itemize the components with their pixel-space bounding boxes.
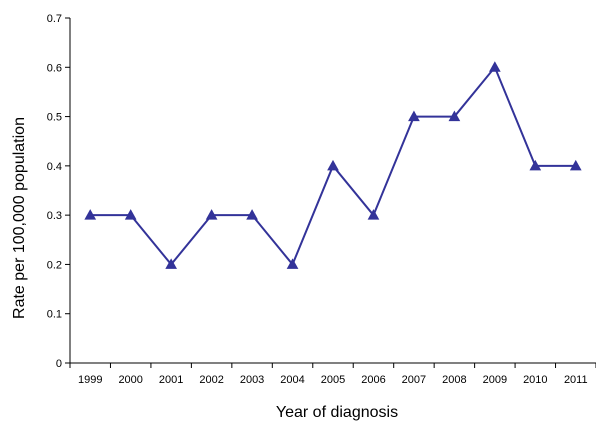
y-axis-title: Rate per 100,000 population [11, 117, 28, 319]
data-point-marker [205, 209, 218, 220]
data-point-marker [408, 110, 420, 122]
y-tick-label: 0.6 [47, 62, 62, 74]
x-tick-label: 2010 [523, 374, 547, 386]
x-tick-label: 2005 [321, 374, 345, 386]
y-tick-label: 0.4 [47, 161, 62, 173]
x-tick-label: 2007 [402, 374, 426, 386]
y-axis: 0 0.1 0.2 0.3 0.4 0.5 0.6 0.7 [47, 13, 71, 370]
y-tick-label: 0.7 [47, 13, 62, 25]
x-axis: 1999 2000 2001 2002 2003 2004 2005 2006 2007 2008… [69, 362, 596, 386]
x-tick-label: 2006 [361, 374, 385, 386]
y-tick-label: 0.2 [47, 259, 62, 271]
data-point-marker [124, 209, 137, 220]
data-point-marker [84, 209, 97, 220]
data-point-marker [448, 110, 461, 122]
data-point-marker [488, 61, 501, 72]
data-point-marker [246, 209, 258, 220]
data-point-marker [367, 209, 380, 220]
x-tick-label: 2004 [280, 374, 304, 386]
data-point-marker [286, 258, 299, 269]
data-point-marker [529, 159, 542, 171]
x-tick-label: 2008 [442, 374, 466, 386]
y-tick-label: 0 [56, 358, 62, 370]
x-tick-label: 2009 [483, 374, 507, 386]
data-point-marker [327, 159, 339, 171]
y-tick-label: 0.5 [47, 112, 62, 124]
y-tick-label: 0.1 [47, 309, 62, 321]
data-point-marker [165, 258, 178, 269]
x-tick-label: 2011 [564, 374, 588, 386]
x-tick-label: 2001 [159, 374, 183, 386]
data-point-marker [569, 159, 582, 171]
x-tick-label: 2003 [240, 374, 264, 386]
x-axis-title: Year of diagnosis [276, 404, 398, 421]
x-tick-label: 1999 [78, 374, 102, 386]
series-group [84, 61, 582, 269]
x-tick-label: 2002 [199, 374, 223, 386]
y-tick-label: 0.3 [47, 210, 62, 222]
x-tick-label: 2000 [118, 374, 142, 386]
